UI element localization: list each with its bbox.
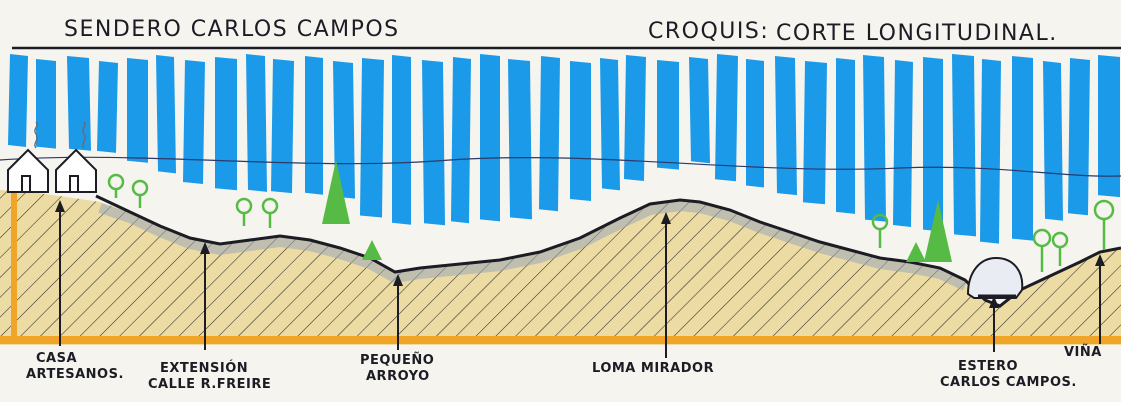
- sky-stroke: [624, 55, 646, 181]
- chimney-smoke: [34, 121, 86, 149]
- sky-stroke: [923, 57, 943, 232]
- sky-stroke: [127, 58, 148, 163]
- label-casa-artesanos: CASA ARTESANOS.: [26, 351, 124, 382]
- sky-stroke: [1043, 61, 1063, 221]
- label-extension-calle: EXTENSIÓN CALLE R.FREIRE: [148, 360, 271, 392]
- sky-stroke: [305, 56, 323, 195]
- sky-stroke: [271, 59, 294, 194]
- sky-stroke: [422, 60, 445, 226]
- sky-stroke: [893, 60, 913, 227]
- casa-artesanos-houses: [7, 148, 97, 193]
- label-vina: VIÑA: [1064, 344, 1102, 360]
- sky-stroke: [1068, 58, 1090, 216]
- sky-stroke: [746, 59, 764, 188]
- sky-stroke: [836, 58, 855, 214]
- label-pequeno-arroyo: PEQUEÑO ARROYO: [360, 352, 439, 384]
- sky-stroke: [183, 60, 205, 184]
- sky-stroke: [570, 61, 591, 201]
- sky-stroke: [863, 55, 886, 222]
- vegetation: [107, 173, 1115, 272]
- sky-stroke: [539, 56, 560, 212]
- pointer-arrowheads: [55, 200, 1105, 308]
- sky-stroke: [451, 57, 471, 224]
- sky-stroke: [246, 54, 267, 192]
- sky-stroke: [360, 58, 384, 218]
- estero-rock: [966, 256, 1024, 299]
- label-loma-mirador: LOMA MIRADOR: [592, 361, 714, 376]
- croquis-label: CROQUIS:: [648, 19, 769, 44]
- sky-stroke: [715, 54, 738, 182]
- section-type-label: CORTE LONGITUDINAL.: [776, 21, 1058, 46]
- sky-stroke: [689, 57, 710, 164]
- sky-stroke: [600, 58, 620, 191]
- horizon-line: [0, 156, 1121, 177]
- sky-stroke: [67, 56, 91, 151]
- sky-stroke: [480, 54, 500, 222]
- sky-stroke: [1012, 56, 1033, 241]
- sky-stroke: [775, 56, 797, 196]
- sky-stroke: [392, 55, 411, 225]
- sky-stroke: [657, 60, 679, 170]
- terrain-profile-line: [95, 194, 1121, 308]
- diagram-title: SENDERO CARLOS CAMPOS: [64, 17, 400, 42]
- ground-hatching: [0, 190, 1121, 342]
- sky-stroke: [803, 61, 827, 205]
- label-estero-carlos-campos: ESTERO CARLOS CAMPOS.: [940, 359, 1077, 390]
- sky-stroke: [97, 61, 118, 153]
- sky-strokes: [8, 54, 1120, 244]
- sky-stroke: [952, 54, 976, 237]
- soil-band: [98, 200, 968, 291]
- sky-stroke: [8, 54, 28, 147]
- sky-stroke: [1098, 55, 1120, 198]
- conifer-trees: [322, 160, 952, 262]
- sky-stroke: [980, 59, 1001, 244]
- sky-stroke: [36, 59, 56, 149]
- sky-stroke: [215, 57, 237, 191]
- sky-stroke: [508, 59, 532, 220]
- sky-stroke: [156, 55, 176, 174]
